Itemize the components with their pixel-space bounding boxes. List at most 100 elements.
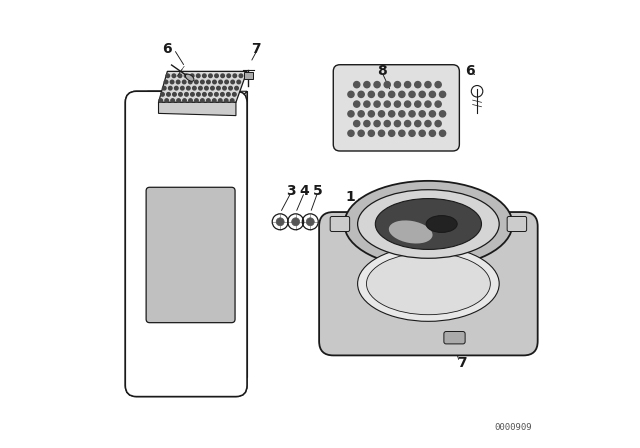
- Circle shape: [195, 80, 198, 84]
- Circle shape: [212, 99, 216, 102]
- Circle shape: [163, 86, 166, 90]
- Circle shape: [354, 121, 360, 127]
- Circle shape: [166, 74, 170, 78]
- Circle shape: [219, 80, 222, 84]
- Circle shape: [409, 111, 415, 117]
- Circle shape: [230, 99, 234, 102]
- Circle shape: [231, 80, 234, 84]
- Text: 3: 3: [287, 184, 296, 198]
- Circle shape: [207, 80, 210, 84]
- Circle shape: [419, 91, 426, 98]
- Circle shape: [425, 101, 431, 107]
- Circle shape: [404, 82, 411, 88]
- Ellipse shape: [358, 190, 499, 258]
- Circle shape: [374, 82, 380, 88]
- Circle shape: [388, 91, 395, 98]
- FancyBboxPatch shape: [125, 91, 247, 396]
- FancyBboxPatch shape: [333, 65, 460, 151]
- Polygon shape: [159, 71, 247, 102]
- Circle shape: [419, 130, 426, 136]
- Circle shape: [415, 121, 421, 127]
- FancyBboxPatch shape: [319, 212, 538, 355]
- Circle shape: [394, 101, 401, 107]
- Ellipse shape: [344, 181, 513, 267]
- Circle shape: [235, 86, 238, 90]
- Polygon shape: [147, 91, 247, 102]
- Circle shape: [409, 130, 415, 136]
- Circle shape: [435, 121, 441, 127]
- Circle shape: [384, 101, 390, 107]
- Circle shape: [198, 86, 202, 90]
- Circle shape: [435, 82, 441, 88]
- Circle shape: [384, 82, 390, 88]
- Ellipse shape: [358, 246, 499, 321]
- Circle shape: [429, 91, 435, 98]
- Circle shape: [191, 93, 194, 96]
- Circle shape: [195, 99, 198, 102]
- Circle shape: [207, 99, 210, 102]
- Circle shape: [193, 86, 196, 90]
- Circle shape: [217, 86, 220, 90]
- Circle shape: [374, 121, 380, 127]
- Text: 6: 6: [163, 42, 172, 56]
- Circle shape: [218, 99, 222, 102]
- Text: 2: 2: [337, 254, 346, 269]
- FancyBboxPatch shape: [444, 332, 465, 344]
- Circle shape: [221, 74, 225, 78]
- FancyBboxPatch shape: [125, 91, 247, 396]
- Circle shape: [239, 74, 243, 78]
- Circle shape: [415, 82, 421, 88]
- Circle shape: [368, 130, 374, 136]
- Circle shape: [348, 130, 354, 136]
- Circle shape: [227, 93, 230, 96]
- Circle shape: [364, 121, 370, 127]
- Circle shape: [177, 80, 180, 84]
- Circle shape: [225, 80, 228, 84]
- Circle shape: [212, 80, 216, 84]
- Circle shape: [171, 99, 175, 102]
- Circle shape: [354, 101, 360, 107]
- Circle shape: [425, 121, 431, 127]
- Ellipse shape: [375, 198, 481, 250]
- Ellipse shape: [426, 215, 457, 233]
- Bar: [244, 72, 253, 79]
- Circle shape: [378, 111, 385, 117]
- Circle shape: [189, 80, 192, 84]
- Circle shape: [200, 80, 204, 84]
- Ellipse shape: [186, 74, 194, 81]
- Circle shape: [161, 93, 164, 96]
- Circle shape: [419, 111, 426, 117]
- Circle shape: [184, 74, 188, 78]
- Circle shape: [276, 218, 284, 226]
- Circle shape: [187, 86, 190, 90]
- Circle shape: [185, 93, 188, 96]
- Text: 6: 6: [466, 65, 476, 78]
- Circle shape: [415, 101, 421, 107]
- Circle shape: [358, 91, 364, 98]
- Circle shape: [354, 82, 360, 88]
- Circle shape: [178, 74, 182, 78]
- Circle shape: [237, 80, 241, 84]
- Circle shape: [348, 91, 354, 98]
- Circle shape: [189, 99, 192, 102]
- FancyBboxPatch shape: [507, 216, 527, 232]
- Text: 4: 4: [300, 184, 309, 198]
- Text: 7: 7: [457, 356, 467, 370]
- Circle shape: [399, 91, 405, 98]
- Circle shape: [440, 130, 445, 136]
- Circle shape: [368, 91, 374, 98]
- Circle shape: [368, 111, 374, 117]
- Circle shape: [378, 130, 385, 136]
- Circle shape: [166, 93, 170, 96]
- Circle shape: [384, 121, 390, 127]
- Circle shape: [165, 99, 168, 102]
- Circle shape: [170, 80, 174, 84]
- Circle shape: [159, 99, 163, 102]
- Circle shape: [182, 80, 186, 84]
- FancyBboxPatch shape: [146, 187, 235, 323]
- Circle shape: [168, 86, 172, 90]
- Circle shape: [164, 80, 168, 84]
- Circle shape: [201, 99, 204, 102]
- Circle shape: [435, 101, 441, 107]
- Text: 8: 8: [377, 65, 387, 78]
